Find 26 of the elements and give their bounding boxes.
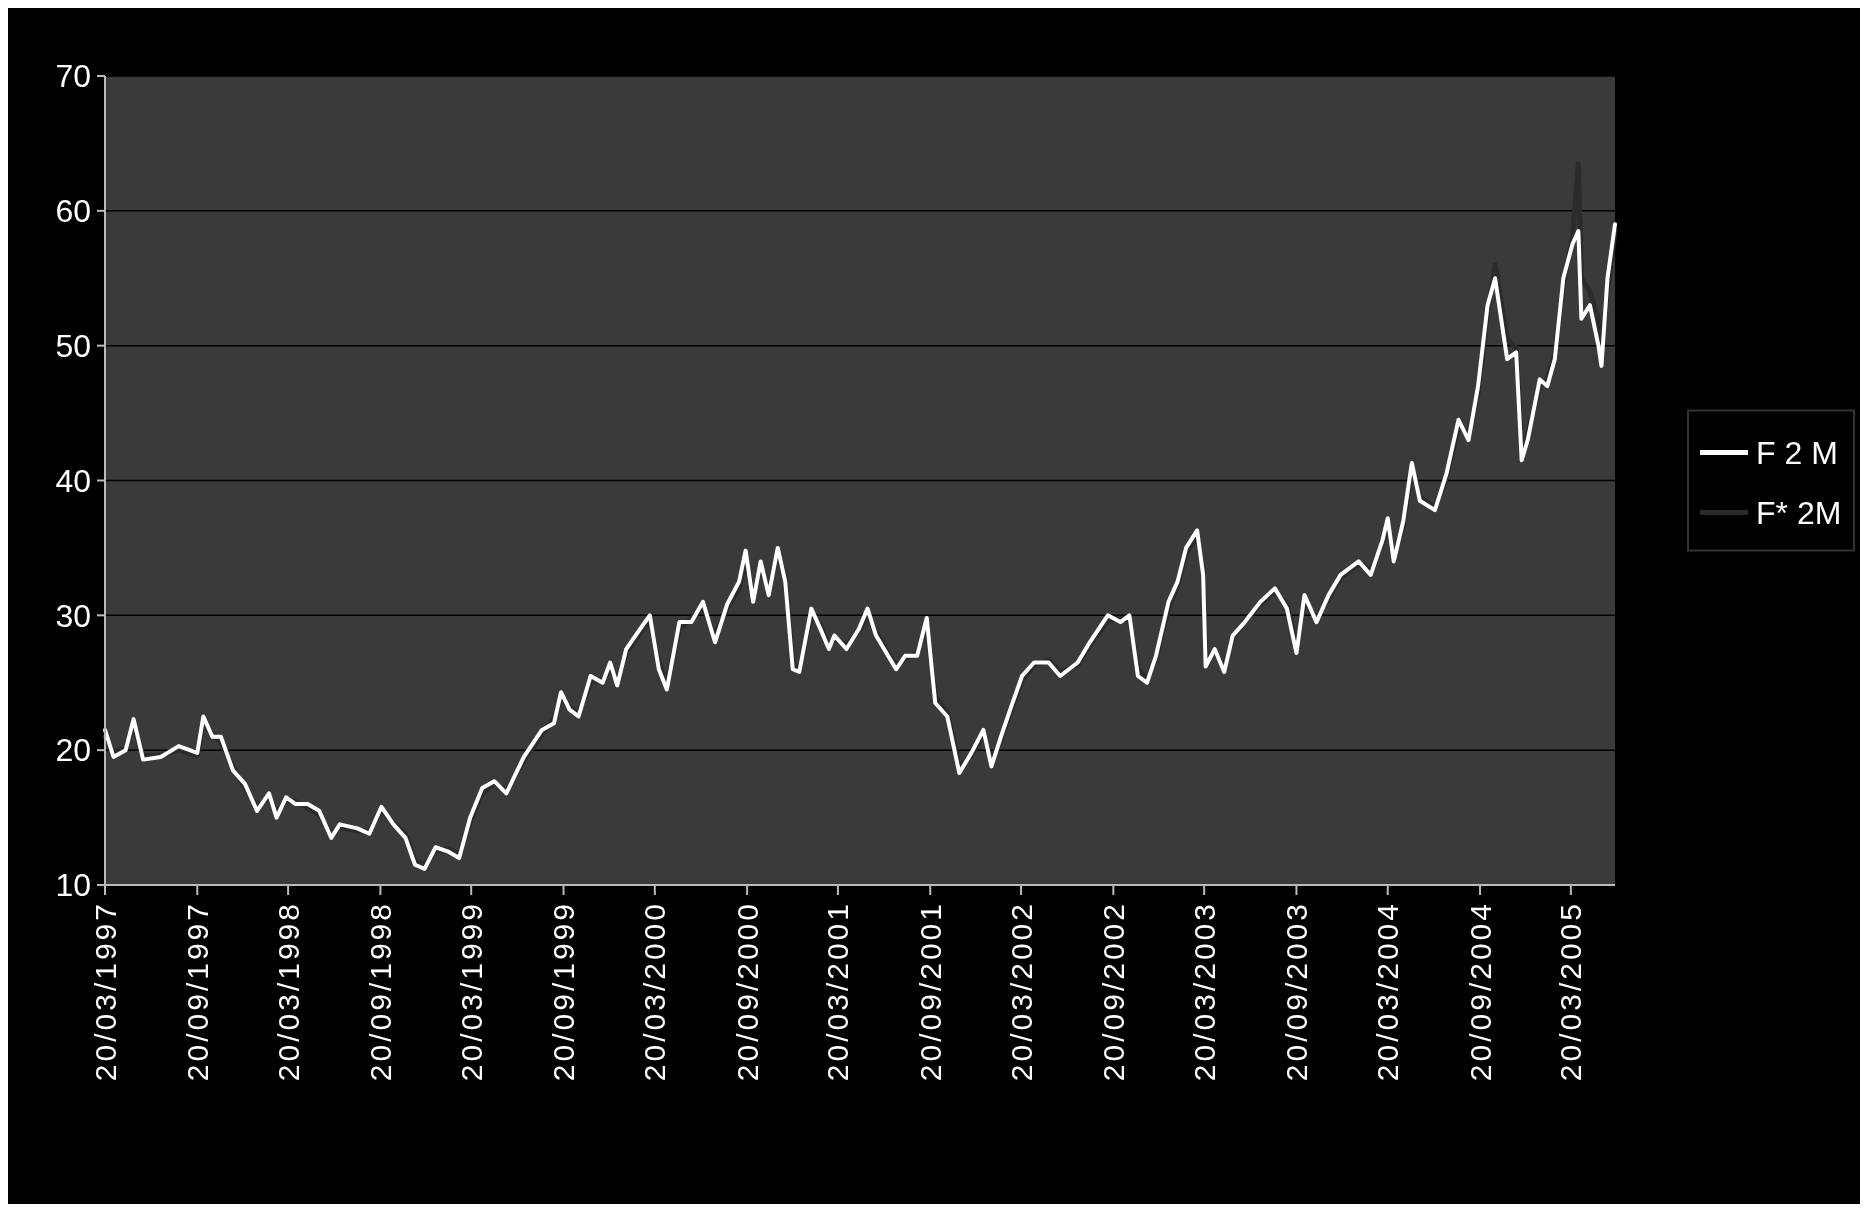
x-tick-label: 20/03/2004 <box>1371 901 1405 1082</box>
x-tick-label: 20/03/1998 <box>271 901 305 1082</box>
y-tick-label: 30 <box>55 597 91 634</box>
y-tick-label: 70 <box>55 58 91 95</box>
x-tick-label: 20/03/2002 <box>1004 901 1038 1082</box>
y-tick-label: 50 <box>55 327 91 364</box>
x-tick-label: 20/09/2002 <box>1096 901 1130 1082</box>
x-tick-label: 20/03/2001 <box>821 901 855 1082</box>
x-tick-label: 20/09/2004 <box>1463 901 1497 1082</box>
legend-label: F* 2M <box>1756 494 1842 531</box>
y-tick-label: 40 <box>55 462 91 499</box>
x-tick-label: 20/03/1999 <box>454 901 488 1082</box>
y-tick-label: 20 <box>55 732 91 769</box>
y-tick-label: 10 <box>55 867 91 904</box>
x-tick-label: 20/09/1997 <box>180 901 214 1082</box>
x-tick-label: 20/09/2000 <box>730 901 764 1082</box>
x-tick-label: 20/03/2005 <box>1554 901 1588 1082</box>
x-tick-label: 20/09/2001 <box>913 901 947 1082</box>
x-tick-label: 20/03/2003 <box>1187 901 1221 1082</box>
x-tick-label: 20/09/2003 <box>1279 901 1313 1082</box>
y-tick-label: 60 <box>55 193 91 230</box>
x-tick-label: 20/09/1998 <box>363 901 397 1082</box>
x-tick-label: 20/03/2000 <box>638 901 672 1082</box>
x-tick-label: 20/09/1999 <box>547 901 581 1082</box>
legend-label: F 2 M <box>1756 434 1838 471</box>
x-tick-label: 20/03/1997 <box>88 901 122 1082</box>
